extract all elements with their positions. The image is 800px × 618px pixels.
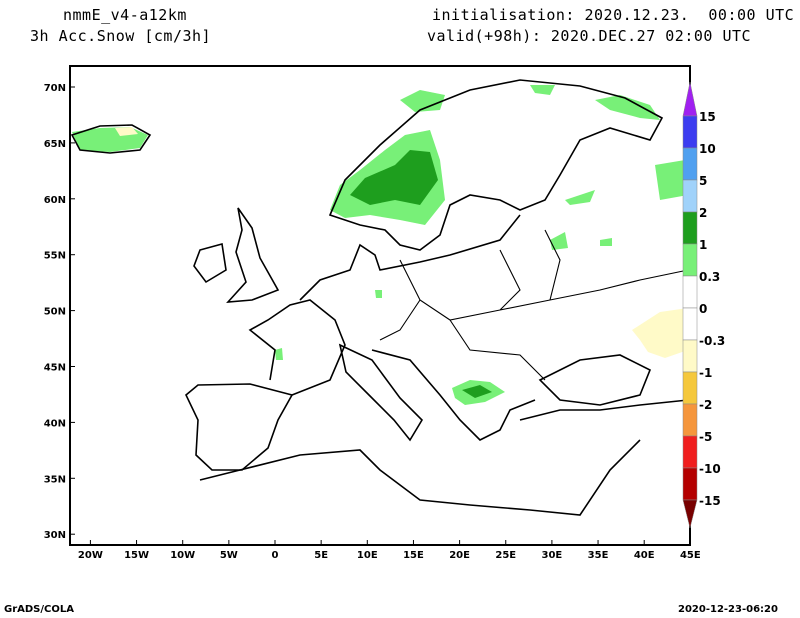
coast-ireland xyxy=(193,242,227,284)
lat-tick-label: 50N xyxy=(44,307,66,318)
coast-scandinavia xyxy=(328,79,664,251)
colorbar-segment xyxy=(682,179,698,213)
colorbar-segment xyxy=(682,147,698,181)
colorbar-label: 2 xyxy=(699,206,707,220)
lon-tick-label: 5E xyxy=(314,550,328,561)
snow-area-north xyxy=(400,85,660,120)
coast-iberia xyxy=(185,383,294,471)
colorbar-segment xyxy=(682,275,698,309)
lon-tick-label: 35E xyxy=(588,550,609,561)
lon-tick-label: 25E xyxy=(495,550,516,561)
colorbar-segment xyxy=(682,467,698,501)
footer-timestamp: 2020-12-23-06:20 xyxy=(678,604,778,615)
lon-tick-label: 20W xyxy=(78,550,103,561)
model-name: nmmE_v4-a12km xyxy=(63,6,187,24)
colorbar-arrow-bottom xyxy=(682,499,698,529)
map-frame xyxy=(69,65,691,546)
coast-denmark-germany xyxy=(299,214,521,301)
lon-tick-label: 15E xyxy=(403,550,424,561)
lon-tick-label: 10W xyxy=(170,550,195,561)
lat-tick-label: 30N xyxy=(44,530,66,541)
lat-tick-label: 60N xyxy=(44,195,66,206)
colorbar-segment xyxy=(682,115,698,149)
colorbar-segment xyxy=(682,339,698,373)
colorbar-label: -0.3 xyxy=(699,334,725,348)
lat-tick-label: 35N xyxy=(44,474,66,485)
colorbar-label: -5 xyxy=(699,430,712,444)
coast-turkey xyxy=(519,399,689,421)
colorbar-label: -2 xyxy=(699,398,712,412)
colorbar-label: 0.3 xyxy=(699,270,720,284)
snow-area-iceland-light xyxy=(115,127,138,136)
lon-tick-label: 10E xyxy=(357,550,378,561)
lon-tick-label: 0 xyxy=(272,550,279,561)
coast-iceland xyxy=(70,124,152,154)
snow-area-east xyxy=(550,160,688,250)
colorbar-segment xyxy=(682,307,698,341)
lat-tick-label: 65N xyxy=(44,139,66,150)
colorbar-label: -15 xyxy=(699,494,721,508)
lat-tick-label: 45N xyxy=(44,363,66,374)
coast-france xyxy=(248,299,346,396)
initialisation-time: initialisation: 2020.12.23. 00:00 UTC xyxy=(432,6,795,24)
valid-time: valid(+98h): 2020.DEC.27 02:00 UTC xyxy=(427,27,752,45)
lon-tick-label: 45E xyxy=(680,550,701,561)
colorbar-label: -1 xyxy=(699,366,712,380)
coast-africa xyxy=(199,439,641,516)
lon-tick-label: 20E xyxy=(449,550,470,561)
snow-area-scandinavia-heavy xyxy=(350,150,438,205)
colorbar: 15 10 5 2 1 0.3 0 -0.3 -1 -2 -5 -10 -15 xyxy=(682,81,725,529)
lon-tick-label: 15W xyxy=(124,550,149,561)
colorbar-segment xyxy=(682,403,698,437)
borders xyxy=(379,229,689,381)
coast-italy xyxy=(338,343,424,442)
coast-uk xyxy=(226,207,280,303)
lon-tick-label: 5W xyxy=(220,550,238,561)
snow-area-small xyxy=(275,290,382,360)
snow-area-balkans-heavy xyxy=(462,385,492,398)
lon-tick-label: 40E xyxy=(634,550,655,561)
colorbar-label: 1 xyxy=(699,238,707,252)
lat-tick-label: 55N xyxy=(44,251,66,262)
footer-credit: GrADS/COLA xyxy=(4,604,74,615)
snow-field xyxy=(72,85,688,405)
colorbar-arrow-top xyxy=(682,81,698,117)
colorbar-label: -10 xyxy=(699,462,721,476)
colorbar-segment xyxy=(682,211,698,245)
lat-tick-label: 70N xyxy=(44,83,66,94)
coast-black-sea xyxy=(538,354,652,406)
axis-ticks: 20W 15W 10W 5W 0 5E 10E 15E 20E 25E 30E 35E 40E 45E 70… xyxy=(44,83,701,561)
coastlines-borders xyxy=(70,79,689,516)
colorbar-label: 5 xyxy=(699,174,707,188)
colorbar-segment xyxy=(682,243,698,277)
colorbar-label: 10 xyxy=(699,142,716,156)
lon-tick-label: 30E xyxy=(542,550,563,561)
colorbar-label: 0 xyxy=(699,302,707,316)
lat-tick-label: 40N xyxy=(44,418,66,429)
coast-adriatic-greece xyxy=(371,349,536,441)
colorbar-label: 15 xyxy=(699,110,716,124)
variable-title: 3h Acc.Snow [cm/3h] xyxy=(30,27,212,45)
melt-area-ukraine xyxy=(632,308,688,358)
colorbar-segment xyxy=(682,435,698,469)
colorbar-segment xyxy=(682,371,698,405)
